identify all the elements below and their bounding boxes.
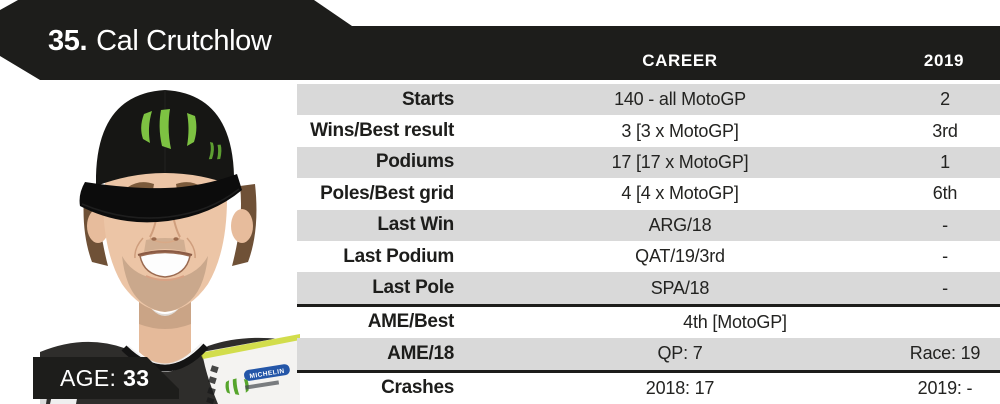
row-label: Last Pole — [372, 277, 454, 299]
sleeve-lettering — [206, 365, 219, 404]
age-value: 33 — [123, 365, 150, 391]
row-label: AME/18 — [387, 342, 454, 364]
row-career-value: ARG/18 — [648, 214, 712, 235]
table-row: AME/18 QP: 7 Race: 19 — [297, 338, 1000, 370]
row-career-value: 17 [17 x MotoGP] — [611, 151, 749, 172]
stats-table: Starts 140 - all MotoGP 2 Wins/Best resu… — [297, 84, 1000, 404]
row-year-value: 2 — [940, 89, 950, 110]
table-row: Wins/Best result 3 [3 x MotoGP] 3rd — [297, 115, 1000, 146]
row-year-value: 1 — [940, 151, 950, 172]
rider-title: 35. Cal Crutchlow — [48, 25, 272, 58]
cap-side-logo — [208, 142, 222, 160]
row-label: Wins/Best result — [310, 120, 454, 142]
row-career-value: QAT/19/3rd — [635, 246, 725, 267]
rider-photo: MICHELIN AGE: 33 — [33, 80, 300, 404]
row-year-value: Race: 19 — [909, 343, 981, 364]
rider-photo-illustration: MICHELIN — [40, 80, 300, 404]
column-header-career: CAREER — [642, 51, 718, 70]
section-divider — [297, 369, 1000, 373]
cap — [79, 90, 242, 223]
row-label: Last Win — [377, 214, 454, 236]
table-row: Poles/Best grid 4 [4 x MotoGP] 6th — [297, 178, 1000, 209]
row-year-value: - — [942, 246, 948, 267]
row-label: Poles/Best grid — [320, 182, 454, 204]
row-label: Crashes — [381, 377, 454, 399]
row-career-value: QP: 7 — [657, 343, 703, 364]
smile — [137, 250, 193, 281]
table-row: AME/Best 4th [MotoGP] — [297, 307, 1000, 338]
row-career-value: SPA/18 — [650, 277, 710, 298]
row-career-value: 4th [MotoGP] — [683, 311, 787, 332]
row-career-value: 3 [3 x MotoGP] — [621, 120, 739, 141]
neck — [139, 290, 191, 364]
row-label: Podiums — [375, 151, 454, 173]
table-row: Last Win ARG/18 - — [297, 209, 1000, 241]
row-year-value: 3rd — [932, 120, 958, 141]
rider-name: Cal Crutchlow — [96, 25, 272, 57]
age-label: AGE: — [60, 365, 117, 391]
monster-claw-icon — [141, 109, 197, 149]
table-row: Last Podium QAT/19/3rd - — [297, 241, 1000, 272]
table-row: Last Pole SPA/18 - — [297, 272, 1000, 304]
header-banner: 35. Cal Crutchlow CAREER 2019 — [0, 0, 1000, 80]
table-row: Crashes 2018: 17 2019: - — [297, 373, 1000, 404]
row-label: AME/Best — [367, 311, 455, 333]
row-career-value: 4 [4 x MotoGP] — [621, 183, 739, 204]
row-career-value: 2018: 17 — [645, 377, 715, 398]
row-year-value: 6th — [932, 183, 958, 204]
row-year-value: - — [942, 277, 948, 298]
table-row: Starts 140 - all MotoGP 2 — [297, 84, 1000, 116]
table-row: Podiums 17 [17 x MotoGP] 1 — [297, 146, 1000, 179]
section-divider — [297, 303, 1000, 307]
column-header-year: 2019 — [923, 51, 965, 70]
row-career-value: 140 - all MotoGP — [614, 89, 746, 110]
row-year-value: 2019: - — [917, 377, 973, 398]
row-label: Starts — [401, 88, 454, 110]
rider-number: 35. — [48, 25, 88, 57]
row-label: Last Podium — [343, 245, 454, 267]
row-year-value: - — [942, 214, 948, 235]
